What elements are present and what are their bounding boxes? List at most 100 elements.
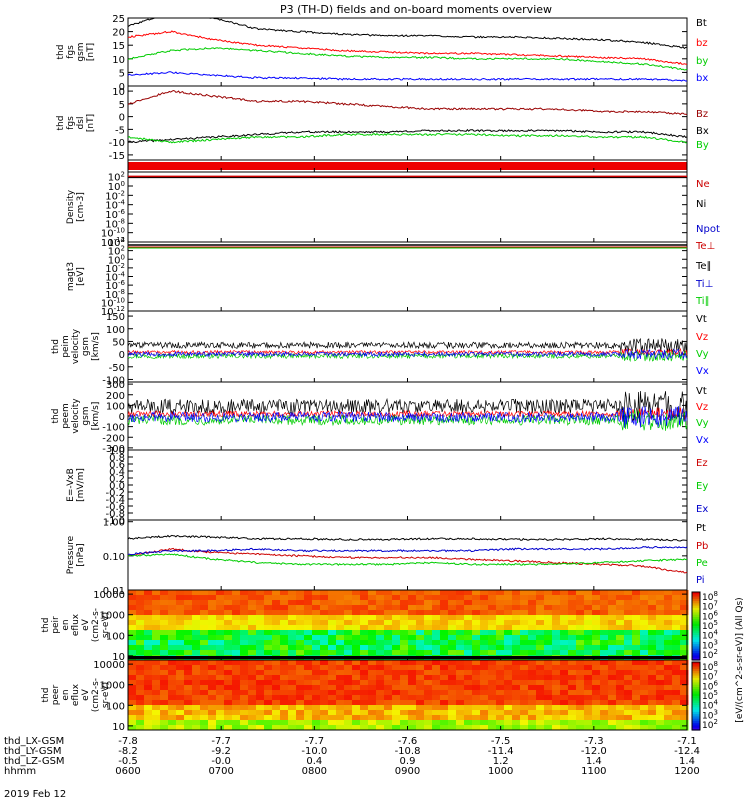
spec-cell — [480, 700, 489, 706]
spec-cell — [336, 605, 345, 611]
colorbar-cell — [692, 596, 700, 600]
spec-cell — [136, 720, 145, 726]
spec-cell — [272, 645, 281, 651]
spec-cell — [552, 725, 561, 731]
spec-cell — [184, 600, 193, 606]
spec-cell — [512, 665, 521, 671]
spec-cell — [616, 645, 625, 651]
spec-cell — [232, 685, 241, 691]
spec-cell — [400, 705, 409, 711]
spec-cell — [352, 690, 361, 696]
spec-cell — [584, 690, 593, 696]
spec-cell — [384, 660, 393, 666]
spec-cell — [152, 705, 161, 711]
y-axis-label: eV — [81, 618, 91, 631]
spec-cell — [632, 645, 641, 651]
spec-cell — [344, 690, 353, 696]
spec-cell — [248, 725, 257, 731]
spec-cell — [136, 630, 145, 636]
spec-cell — [376, 720, 385, 726]
spec-cell — [448, 675, 457, 681]
y-tick-label: 0 — [119, 113, 125, 124]
y-tick-label: 10-12 — [101, 236, 125, 249]
spec-cell — [128, 680, 137, 686]
spec-cell — [616, 665, 625, 671]
spec-cell — [440, 710, 449, 716]
y-axis-label: peer — [51, 684, 61, 705]
spec-cell — [480, 605, 489, 611]
spec-cell — [440, 680, 449, 686]
spec-cell — [448, 710, 457, 716]
spec-cell — [144, 650, 153, 656]
colorbar-cell — [692, 686, 700, 690]
spec-cell — [328, 640, 337, 646]
spec-cell — [384, 670, 393, 676]
spec-cell — [128, 640, 137, 646]
spec-cell — [488, 690, 497, 696]
spec-cell — [240, 625, 249, 631]
colorbar-cell — [692, 723, 700, 727]
spec-cell — [248, 665, 257, 671]
spec-cell — [312, 615, 321, 621]
spec-cell — [280, 600, 289, 606]
spec-cell — [256, 680, 265, 686]
legend-Pt: Pt — [696, 523, 706, 534]
y-axis-label: gsm — [81, 406, 91, 425]
spec-cell — [576, 590, 585, 596]
spec-cell — [288, 660, 297, 666]
spec-cell — [528, 665, 537, 671]
spec-cell — [328, 720, 337, 726]
spec-cell — [584, 650, 593, 656]
spec-cell — [632, 725, 641, 731]
spec-cell — [400, 615, 409, 621]
x-tick-label: -0.0 — [211, 756, 231, 767]
spec-cell — [216, 625, 225, 631]
spec-cell — [232, 605, 241, 611]
spec-cell — [576, 685, 585, 691]
spec-cell — [624, 605, 633, 611]
spec-cell — [592, 595, 601, 601]
spec-cell — [528, 610, 537, 616]
spec-cell — [568, 710, 577, 716]
spec-cell — [240, 725, 249, 731]
spec-cell — [504, 715, 513, 721]
spec-cell — [248, 630, 257, 636]
spec-cell — [616, 635, 625, 641]
spec-cell — [152, 610, 161, 616]
spec-cell — [304, 680, 313, 686]
spec-cell — [288, 670, 297, 676]
y-tick-label: 10-10 — [101, 227, 125, 240]
spec-cell — [360, 600, 369, 606]
spec-cell — [408, 650, 417, 656]
spec-cell — [512, 640, 521, 646]
spec-cell — [672, 705, 681, 711]
spec-cell — [632, 710, 641, 716]
spec-cell — [216, 590, 225, 596]
spec-cell — [512, 690, 521, 696]
spec-cell — [128, 615, 137, 621]
spec-cell — [152, 625, 161, 631]
spec-cell — [352, 595, 361, 601]
spec-cell — [128, 590, 137, 596]
x-tick-label: 0700 — [208, 766, 233, 777]
spec-cell — [344, 630, 353, 636]
spec-cell — [640, 720, 649, 726]
spec-cell — [384, 630, 393, 636]
spec-cell — [448, 685, 457, 691]
legend-Vt: Vt — [696, 314, 707, 325]
spec-cell — [312, 590, 321, 596]
spec-cell — [400, 700, 409, 706]
spec-cell — [440, 690, 449, 696]
spec-cell — [360, 625, 369, 631]
spec-cell — [368, 685, 377, 691]
spec-cell — [432, 715, 441, 721]
y-tick-label: 100 — [106, 631, 125, 642]
spec-cell — [248, 675, 257, 681]
spec-cell — [208, 680, 217, 686]
spec-cell — [320, 700, 329, 706]
spec-cell — [328, 710, 337, 716]
spec-cell — [640, 610, 649, 616]
spec-cell — [232, 635, 241, 641]
spec-cell — [184, 620, 193, 626]
spec-cell — [672, 595, 681, 601]
